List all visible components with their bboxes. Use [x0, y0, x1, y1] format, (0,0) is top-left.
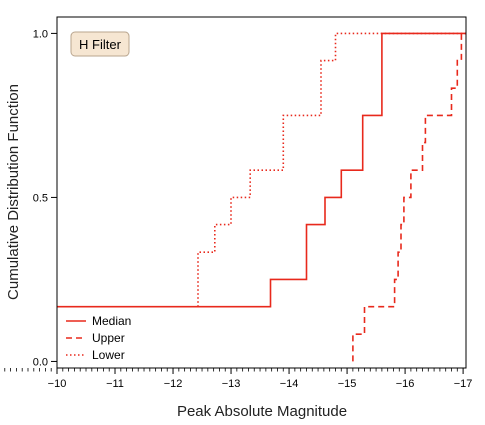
x-tick-label: −11 [106, 378, 124, 390]
x-tick-label: −17 [454, 378, 473, 390]
filter-annotation-label: H Filter [79, 37, 122, 52]
legend-label-lower: Lower [92, 348, 125, 362]
series-line-median [57, 32, 466, 308]
x-tick-label: −14 [280, 378, 299, 390]
y-tick-label: 0.5 [33, 192, 48, 204]
x-tick-label: −15 [338, 378, 357, 390]
x-tick-label: −13 [222, 378, 241, 390]
plot-frame [56, 16, 467, 369]
y-axis-ticks: 0.0 0.5 1.0 [33, 28, 57, 368]
x-tick-label: −16 [396, 378, 415, 390]
filter-annotation: H Filter [70, 31, 130, 57]
x-axis-ticks: −10 −11 −12 −13 −14 −15 −16 −17 [4, 368, 473, 390]
x-axis-title: Peak Absolute Magnitude [177, 403, 347, 420]
x-tick-label: −12 [164, 378, 183, 390]
series-line-upper [352, 32, 466, 362]
y-tick-label: 0.0 [33, 356, 48, 368]
y-axis-title: Cumulative Distribution Function [5, 84, 22, 300]
filter-annotation-box [70, 31, 130, 57]
legend-label-upper: Upper [92, 331, 125, 345]
series-line-lower [197, 32, 466, 307]
x-tick-label: −10 [48, 378, 67, 390]
plot-content [57, 32, 466, 362]
legend-label-median: Median [92, 314, 131, 328]
legend: Median Upper Lower [66, 314, 131, 362]
y-tick-label: 1.0 [33, 28, 48, 40]
